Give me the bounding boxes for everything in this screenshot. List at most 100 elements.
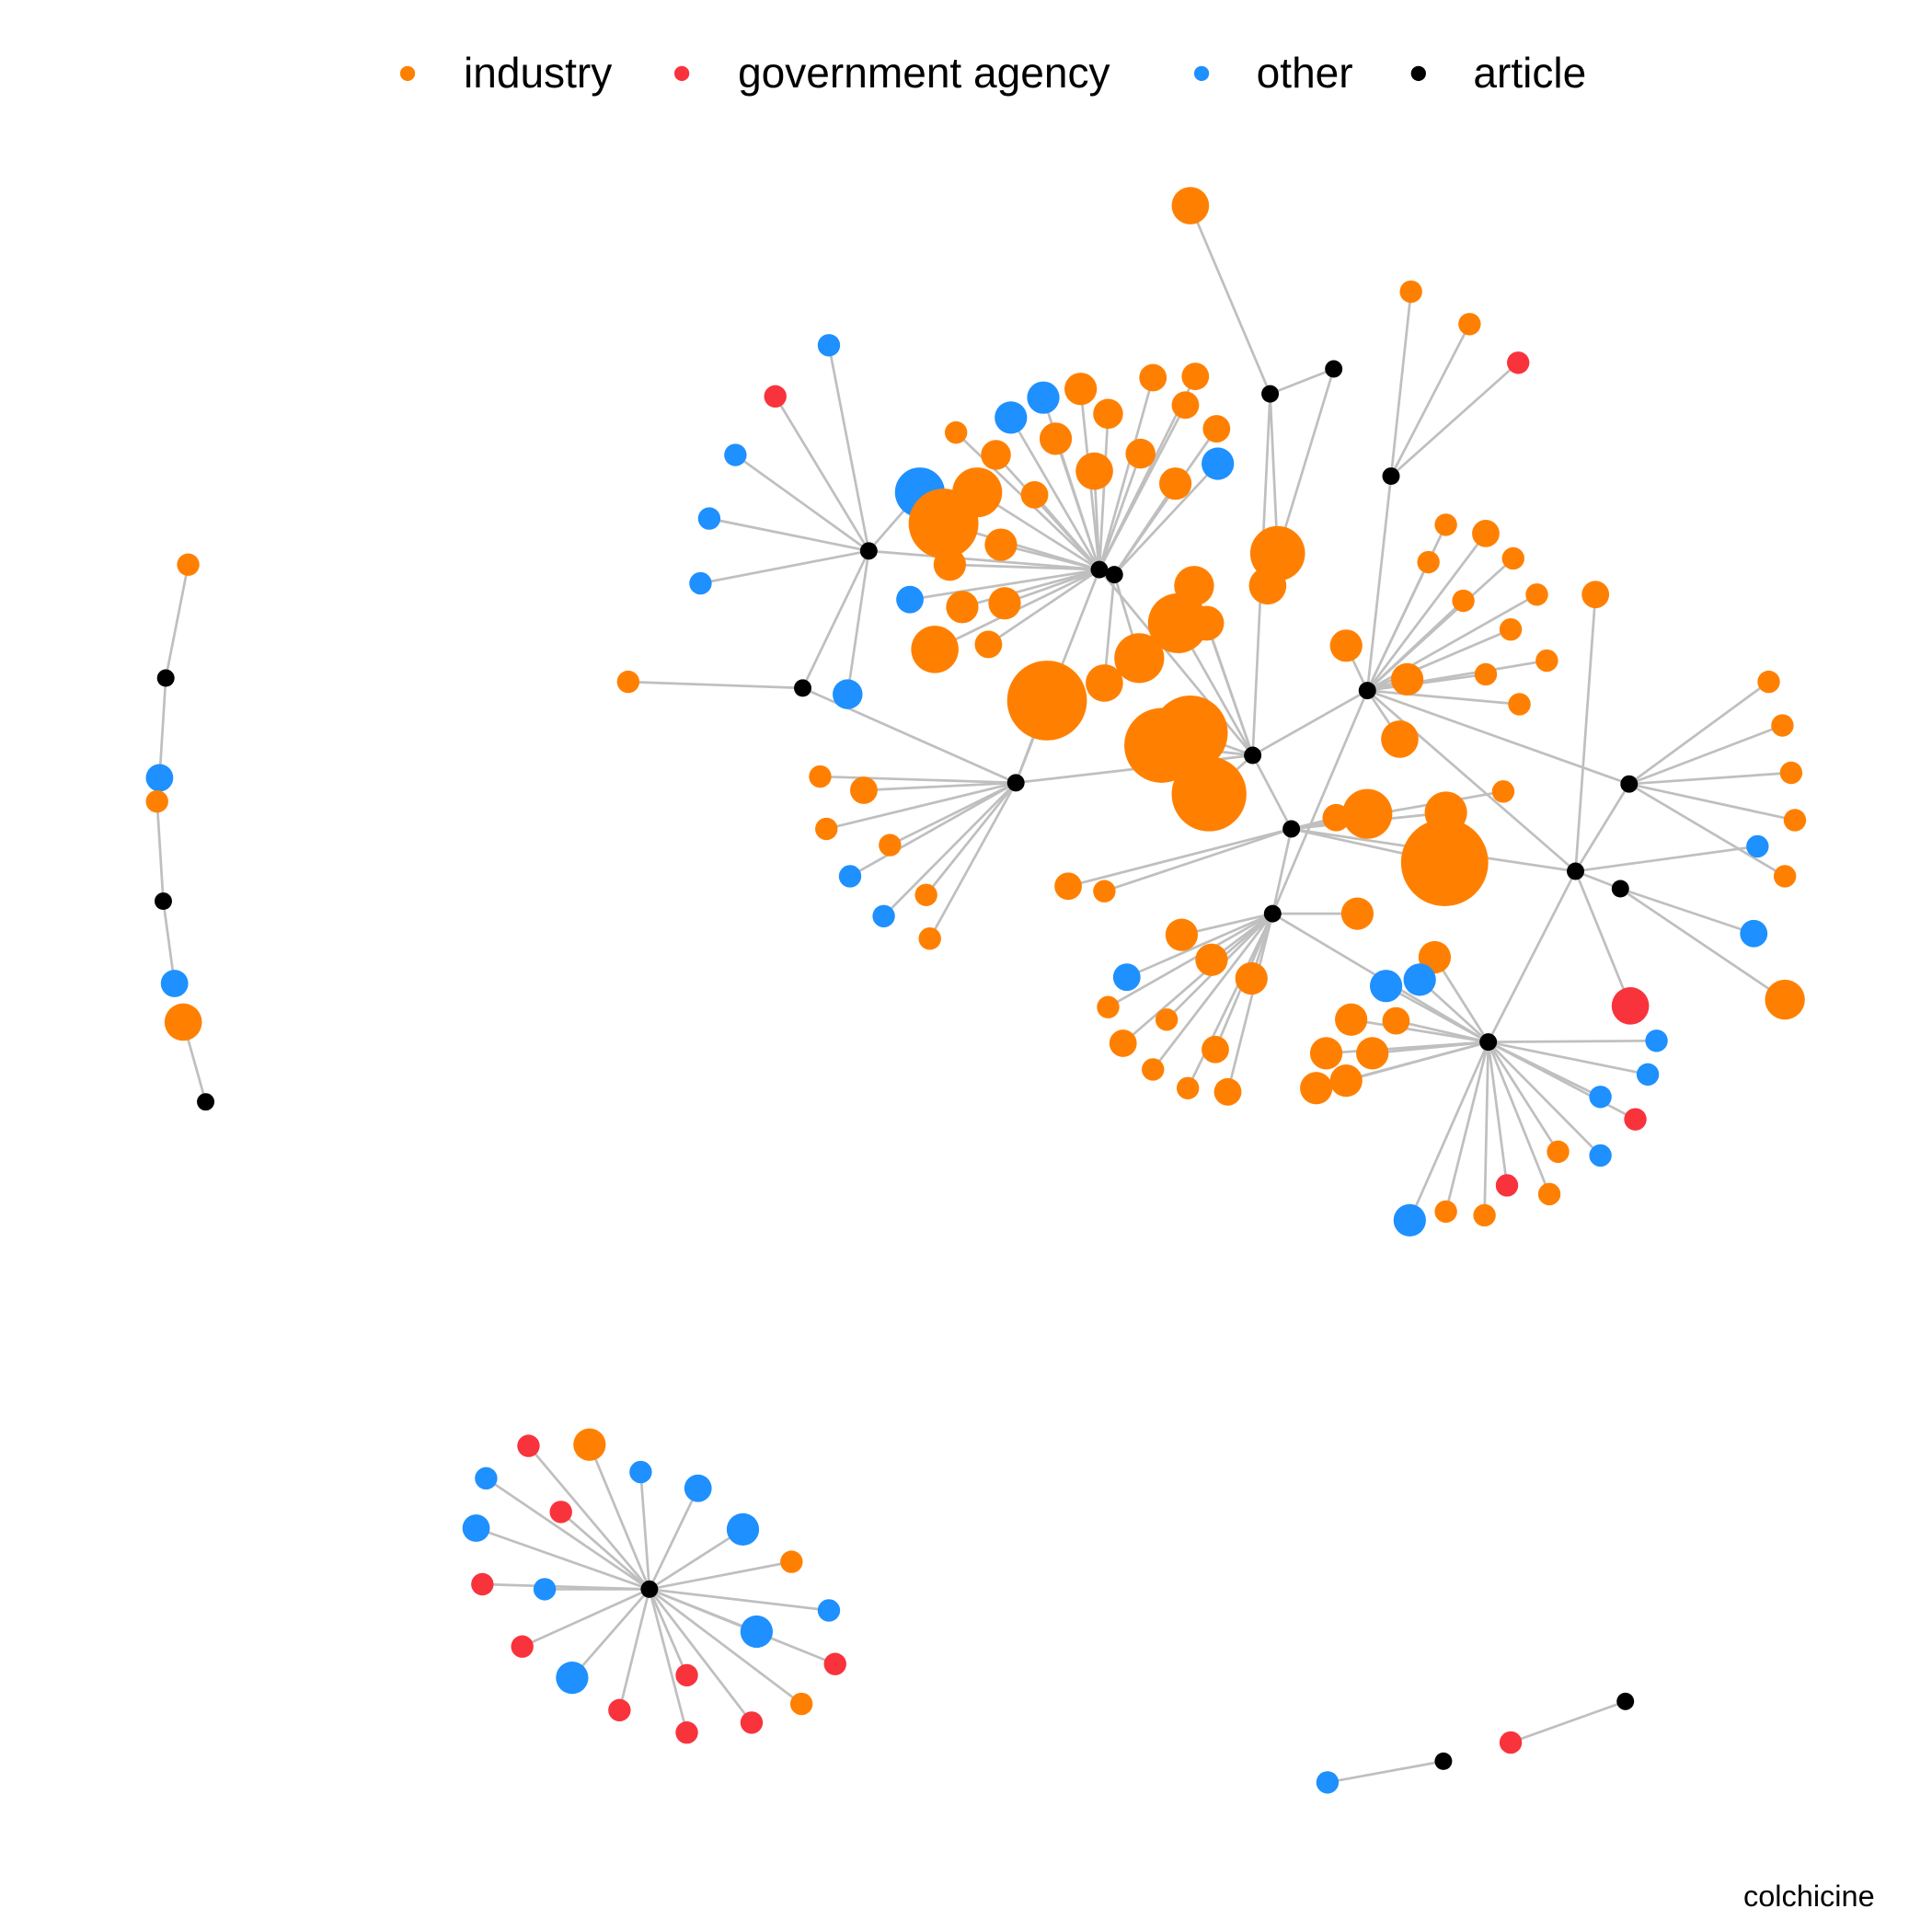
edge <box>1389 291 1413 477</box>
edge <box>648 1588 688 1676</box>
edge <box>648 1589 688 1733</box>
node <box>1535 649 1558 673</box>
legend-label: industry <box>464 49 612 97</box>
legend-dot <box>1410 65 1426 82</box>
edge <box>1385 984 1489 1043</box>
edge <box>1054 438 1101 570</box>
edge <box>1152 913 1274 1071</box>
edge <box>820 775 1017 785</box>
node <box>789 1692 813 1716</box>
node <box>1403 963 1436 996</box>
legend-label: article <box>1473 49 1586 97</box>
edge <box>1271 828 1293 914</box>
node <box>689 571 712 595</box>
edge <box>1627 681 1770 786</box>
edge <box>909 568 1100 602</box>
node <box>145 789 168 813</box>
node <box>1508 693 1531 716</box>
node <box>1399 280 1422 304</box>
edge <box>627 680 803 690</box>
node <box>1645 1029 1668 1052</box>
node <box>1181 362 1210 391</box>
node <box>1369 970 1403 1003</box>
edge <box>1000 543 1100 571</box>
edge <box>1098 377 1155 570</box>
node <box>815 817 838 841</box>
edge <box>1628 724 1783 786</box>
article-node <box>1620 775 1639 793</box>
edge <box>1345 1041 1489 1082</box>
node <box>177 553 200 576</box>
edge <box>1487 1041 1602 1156</box>
node <box>974 630 1003 659</box>
article-node <box>1611 880 1629 898</box>
edge <box>708 517 869 553</box>
node <box>1473 1203 1496 1227</box>
node <box>1501 546 1524 570</box>
edge <box>889 781 1017 846</box>
node <box>675 1663 698 1687</box>
edge <box>1396 1019 1489 1043</box>
legend-label: government agency <box>738 49 1110 97</box>
edge <box>1487 1041 1509 1186</box>
article-node <box>1244 746 1262 765</box>
node <box>1075 452 1113 490</box>
edge <box>1327 1760 1444 1784</box>
edge <box>801 550 870 689</box>
node <box>879 834 902 857</box>
node <box>1202 415 1231 443</box>
edge <box>1004 568 1100 605</box>
node <box>1155 1008 1179 1031</box>
article-node <box>1358 682 1376 700</box>
edge <box>868 549 1100 571</box>
edge <box>849 781 1017 878</box>
node <box>1171 756 1247 832</box>
edge <box>928 782 1018 939</box>
node <box>1165 918 1198 951</box>
node <box>1499 618 1523 641</box>
edge <box>649 1588 802 1706</box>
node <box>1342 788 1393 839</box>
node <box>981 440 1011 470</box>
edge <box>1098 413 1110 570</box>
node <box>1434 513 1457 536</box>
edge <box>949 563 1100 571</box>
node <box>1153 696 1228 771</box>
node <box>145 764 174 792</box>
edge <box>1574 783 1630 872</box>
node <box>1064 373 1098 406</box>
node <box>629 1460 652 1484</box>
node <box>1458 313 1481 336</box>
article-node <box>1261 385 1280 403</box>
node <box>1086 664 1123 702</box>
node <box>1400 819 1489 906</box>
edge <box>1574 870 1632 1006</box>
edge <box>1126 912 1273 979</box>
nodes <box>145 187 1807 1794</box>
node <box>1248 567 1287 605</box>
node <box>1316 1771 1340 1794</box>
edge <box>1619 887 1786 1001</box>
node <box>1309 1037 1343 1070</box>
node <box>1174 566 1214 606</box>
node <box>1472 519 1500 547</box>
node <box>1171 187 1210 224</box>
node <box>1499 1731 1523 1754</box>
article-node <box>1434 1752 1453 1770</box>
node <box>1329 629 1363 662</box>
edge <box>1409 1041 1489 1221</box>
edge <box>1067 827 1292 888</box>
node <box>1027 381 1060 414</box>
node <box>517 1434 540 1457</box>
article-node <box>1567 862 1584 880</box>
edges <box>155 205 1796 1784</box>
legend-dot <box>399 65 416 82</box>
node <box>952 467 1003 518</box>
node <box>533 1578 557 1601</box>
node <box>1159 467 1192 500</box>
node <box>697 507 721 530</box>
edge <box>649 1560 792 1591</box>
edge <box>1098 404 1187 570</box>
node <box>850 776 878 804</box>
node <box>1249 525 1305 581</box>
